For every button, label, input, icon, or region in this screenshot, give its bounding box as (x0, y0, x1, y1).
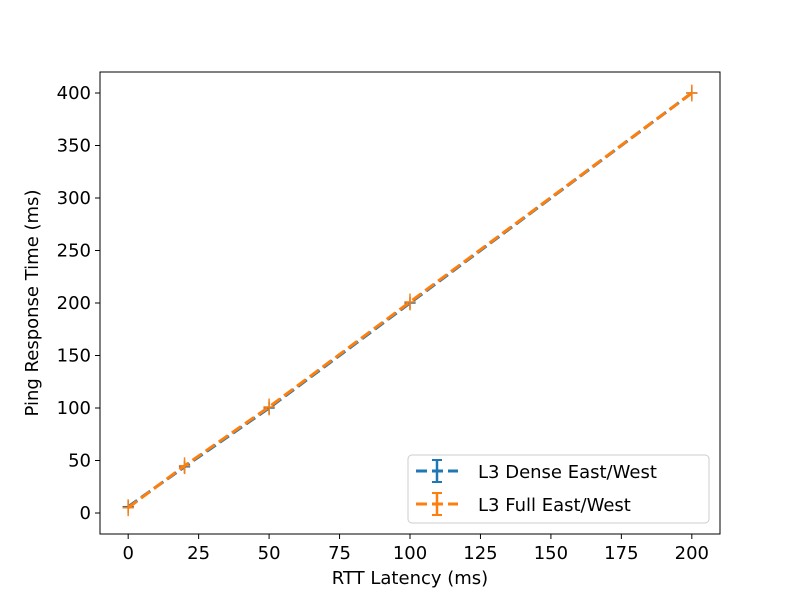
y-axis: 0 50 100 150 200 250 300 350 400 (57, 83, 100, 524)
x-tick-label: 50 (258, 543, 281, 564)
legend-label: L3 Full East/West (478, 495, 631, 516)
legend-box (407, 454, 710, 524)
x-axis: 0 25 50 75 100 125 150 175 200 (122, 534, 709, 564)
x-tick-label: 0 (122, 543, 133, 564)
y-tick-label: 0 (80, 503, 91, 524)
y-tick-label: 50 (68, 451, 91, 472)
x-tick-label: 25 (187, 543, 210, 564)
plot-area (122, 84, 698, 517)
legend-item: L3 Dense East/West (416, 459, 657, 483)
legend-label: L3 Dense East/West (478, 462, 657, 483)
y-tick-label: 300 (57, 188, 91, 209)
x-tick-label: 100 (393, 543, 427, 564)
x-tick-label: 175 (604, 543, 638, 564)
y-axis-label: Ping Response Time (ms) (22, 190, 43, 417)
series-2 (122, 84, 698, 517)
y-tick-label: 250 (57, 241, 91, 262)
y-tick-label: 400 (57, 83, 91, 104)
legend-item: L3 Full East/West (416, 492, 631, 516)
legend: L3 Dense East/West L3 Full East/West (407, 454, 710, 524)
y-tick-label: 350 (57, 136, 91, 157)
x-tick-label: 125 (463, 543, 497, 564)
y-tick-label: 150 (57, 346, 91, 367)
x-tick-label: 200 (675, 543, 709, 564)
y-tick-label: 100 (57, 398, 91, 419)
y-tick-label: 200 (57, 293, 91, 314)
x-axis-label: RTT Latency (ms) (332, 568, 488, 589)
series-line (127, 91, 693, 509)
x-tick-label: 75 (328, 543, 351, 564)
x-tick-label: 150 (534, 543, 568, 564)
